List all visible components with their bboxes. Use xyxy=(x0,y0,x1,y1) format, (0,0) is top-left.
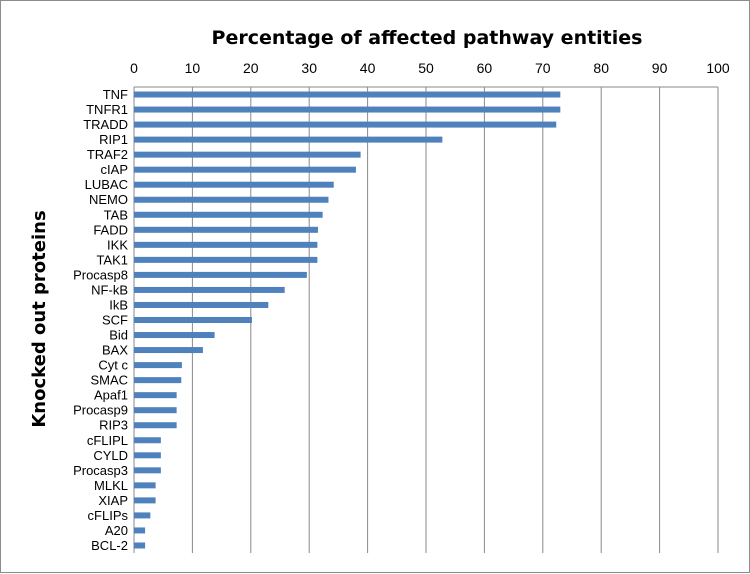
bar xyxy=(134,166,356,173)
grid-lines xyxy=(133,86,719,553)
bar xyxy=(134,286,285,293)
bar xyxy=(134,422,177,429)
bar xyxy=(134,347,203,354)
bar xyxy=(134,317,252,323)
bar xyxy=(134,256,318,263)
category-label: Procasp8 xyxy=(73,267,128,282)
category-label: MLKL xyxy=(94,478,128,493)
bar xyxy=(134,452,161,459)
category-label: TAB xyxy=(104,207,128,222)
category-label: IkB xyxy=(109,297,128,312)
bar xyxy=(134,482,156,489)
category-label: SMAC xyxy=(90,373,128,388)
bar xyxy=(134,437,161,444)
category-label: TNFR1 xyxy=(86,102,128,117)
category-label: Cyt c xyxy=(98,358,128,373)
category-labels: TNFTNFR1TRADDRIP1TRAF2cIAPLUBACNEMOTABFA… xyxy=(73,87,128,553)
bar xyxy=(134,527,146,534)
category-label: RIP3 xyxy=(99,418,128,433)
bar xyxy=(134,377,182,384)
x-tick-label: 80 xyxy=(593,60,609,76)
x-tick-label: 50 xyxy=(418,60,434,76)
bar xyxy=(134,181,334,188)
category-label: NF-kB xyxy=(91,282,128,297)
x-tick-label: 90 xyxy=(652,60,668,76)
x-tick-label: 40 xyxy=(360,60,376,76)
category-label: CYLD xyxy=(93,448,128,463)
bar xyxy=(134,226,318,233)
category-label: LUBAC xyxy=(85,177,128,192)
category-label: TNF xyxy=(103,87,128,102)
bar xyxy=(134,362,182,369)
bar xyxy=(134,91,561,98)
category-label: NEMO xyxy=(89,192,128,207)
bar xyxy=(134,271,307,278)
bar xyxy=(134,407,177,414)
bar xyxy=(134,512,151,519)
bar xyxy=(134,497,156,504)
chart-title: Percentage of affected pathway entities xyxy=(212,27,643,49)
category-label: cFLIPL xyxy=(87,433,128,448)
bar xyxy=(134,136,443,143)
category-label: cFLIPs xyxy=(88,508,129,523)
category-label: FADD xyxy=(93,222,128,237)
category-label: BCL-2 xyxy=(91,538,128,553)
bars xyxy=(134,91,561,549)
category-label: SCF xyxy=(102,313,128,328)
bar xyxy=(134,211,323,218)
category-label: TRAF2 xyxy=(87,147,128,162)
bar xyxy=(134,151,361,158)
category-label: RIP1 xyxy=(99,132,128,147)
category-label: cIAP xyxy=(101,162,128,177)
category-label: Procasp9 xyxy=(73,403,128,418)
x-tick-label: 70 xyxy=(535,60,551,76)
bar xyxy=(134,542,146,549)
x-tick-label: 30 xyxy=(301,60,317,76)
bar xyxy=(134,301,269,308)
x-tick-label: 0 xyxy=(130,60,138,76)
x-tick-label: 10 xyxy=(185,60,201,76)
category-label: BAX xyxy=(102,343,128,358)
category-label: Procasp3 xyxy=(73,463,128,478)
bar xyxy=(134,392,177,399)
bar xyxy=(134,241,318,248)
category-label: XIAP xyxy=(98,493,128,508)
bar xyxy=(134,467,161,474)
category-label: Bid xyxy=(109,328,128,343)
category-label: Apaf1 xyxy=(94,388,128,403)
category-label: A20 xyxy=(105,523,128,538)
category-label: TAK1 xyxy=(96,252,128,267)
x-tick-labels: 0 10 20 30 40 50 60 70 80 90 100 xyxy=(130,60,730,76)
x-tick-label: 20 xyxy=(243,60,259,76)
category-label: TRADD xyxy=(83,117,128,132)
bar xyxy=(134,196,329,203)
bar xyxy=(134,106,561,113)
x-tick-label: 100 xyxy=(706,60,730,76)
y-axis-title: Knocked out proteins xyxy=(29,210,50,427)
bar xyxy=(134,332,215,339)
bar xyxy=(134,121,557,128)
x-tick-label: 60 xyxy=(477,60,493,76)
category-label: IKK xyxy=(107,237,128,252)
